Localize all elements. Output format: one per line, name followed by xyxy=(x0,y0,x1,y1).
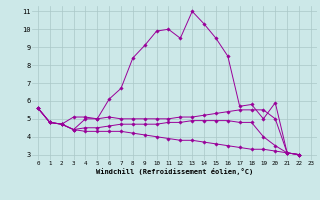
X-axis label: Windchill (Refroidissement éolien,°C): Windchill (Refroidissement éolien,°C) xyxy=(96,168,253,175)
